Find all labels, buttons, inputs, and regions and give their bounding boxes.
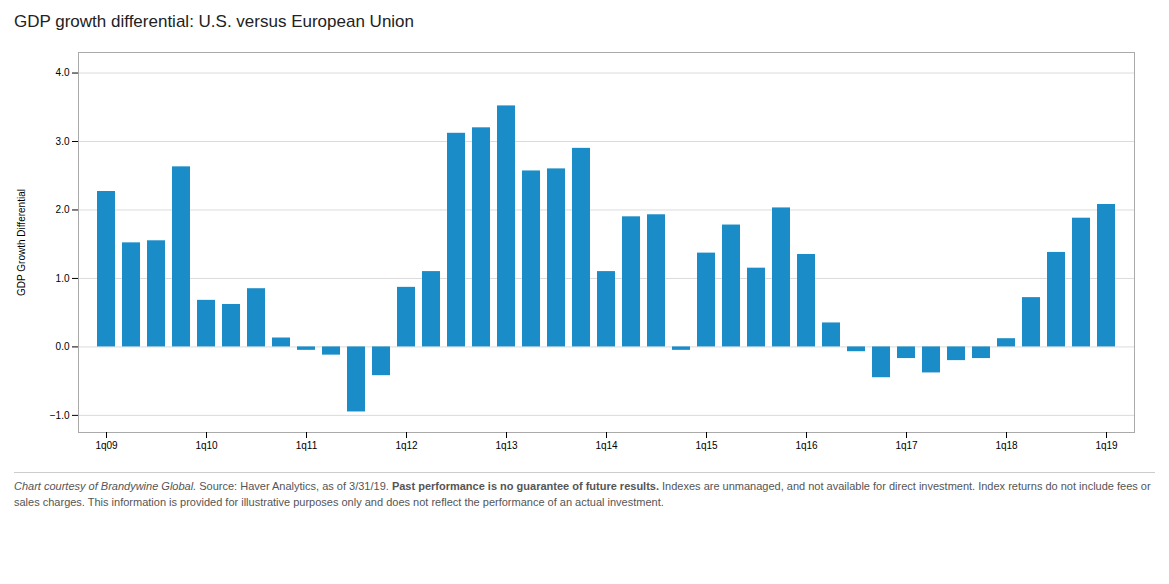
svg-text:1q15: 1q15: [695, 440, 718, 451]
svg-text:1q10: 1q10: [195, 440, 218, 451]
html-text:Chart courtesy of Brandywine G: Chart courtesy of Brandywine Global. Sou…: [14, 480, 1154, 508]
svg-text:1q11: 1q11: [296, 440, 318, 451]
svg-text:3.0: 3.0: [56, 136, 70, 147]
svg-text:1q14: 1q14: [595, 440, 618, 451]
html-text:GDP growth differential: U.S.: GDP growth differential: U.S. versus Eur…: [14, 12, 414, 31]
svg-text:1q09: 1q09: [95, 440, 118, 451]
svg-text:0.0: 0.0: [56, 341, 70, 352]
svg-text:2.0: 2.0: [56, 204, 70, 215]
svg-text:1q16: 1q16: [795, 440, 818, 451]
svg-text:1q18: 1q18: [995, 440, 1018, 451]
svg-text:−1.0: −1.0: [50, 410, 70, 421]
svg-text:GDP Growth Differential: GDP Growth Differential: [16, 189, 27, 296]
svg-text:1q12: 1q12: [395, 440, 418, 451]
svg-text:1.0: 1.0: [56, 273, 70, 284]
svg-text:1q19: 1q19: [1095, 440, 1118, 451]
svg-text:1q13: 1q13: [495, 440, 518, 451]
svg-text:1q17: 1q17: [895, 440, 918, 451]
svg-text:4.0: 4.0: [56, 67, 70, 78]
